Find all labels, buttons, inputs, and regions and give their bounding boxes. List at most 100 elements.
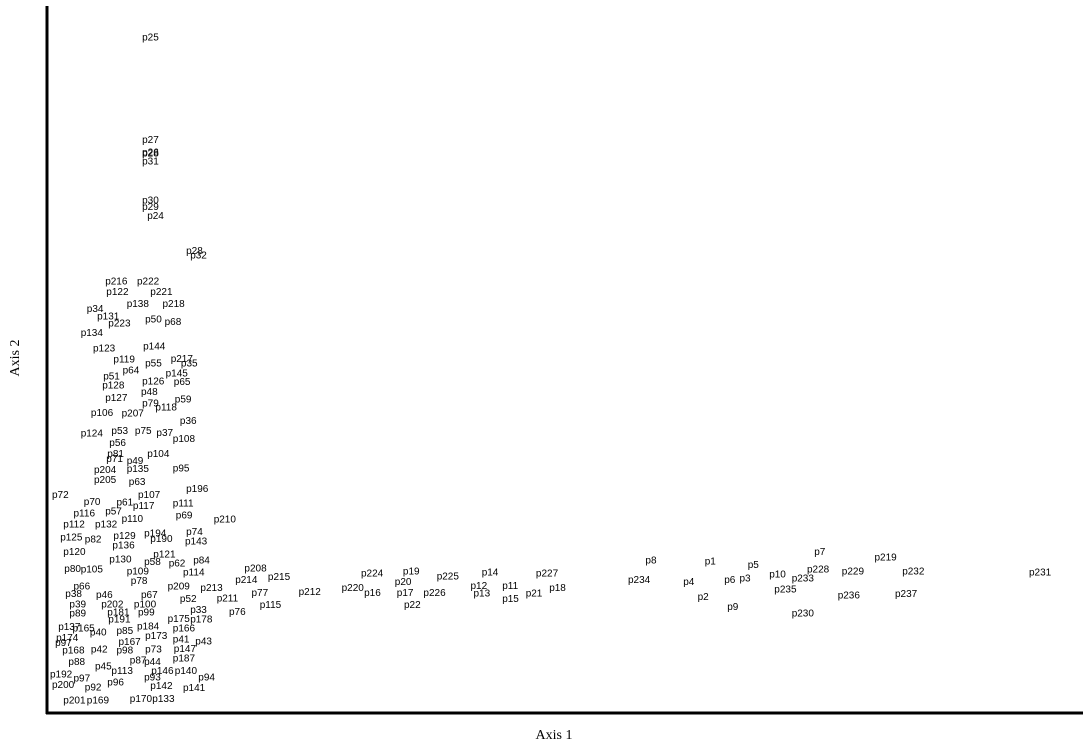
point-label: p234 [628, 575, 651, 586]
point-label: p168 [62, 645, 85, 656]
point-label: p44 [144, 657, 161, 668]
point-label: p98 [117, 645, 134, 656]
point-label: p128 [102, 381, 125, 392]
point-label: p40 [90, 628, 107, 639]
point-label: p145 [166, 368, 189, 379]
point-label: p227 [536, 569, 559, 580]
point-label: p184 [137, 621, 160, 632]
point-label: p233 [792, 574, 815, 585]
point-label: p49 [127, 456, 144, 467]
point-label: p10 [769, 569, 786, 580]
point-label: p135 [127, 464, 150, 475]
point-label: p207 [122, 409, 145, 420]
point-label: p223 [108, 318, 131, 329]
point-label: p72 [52, 490, 69, 501]
point-label: p9 [727, 602, 739, 613]
point-label: p7 [814, 547, 826, 558]
point-label: p1 [705, 556, 717, 567]
point-label: p140 [175, 666, 198, 677]
point-label: p116 [74, 509, 96, 520]
point-label: p28 [186, 246, 203, 257]
point-label: p52 [180, 594, 197, 605]
point-label: p50 [145, 314, 162, 325]
point-label: p6 [724, 575, 736, 586]
point-label: p194 [144, 528, 167, 539]
point-label: p73 [145, 645, 162, 656]
point-label: p219 [875, 552, 898, 563]
point-label: p129 [113, 531, 136, 542]
point-label: p228 [807, 565, 830, 576]
point-label: p70 [84, 497, 101, 508]
point-label: p48 [141, 387, 158, 398]
point-label: p104 [147, 449, 170, 460]
point-label: p170 [130, 694, 153, 705]
point-label: p213 [200, 583, 223, 594]
point-label: p81 [107, 449, 124, 460]
point-label: p218 [163, 299, 186, 310]
point-label: p109 [127, 567, 150, 578]
point-label: p18 [549, 583, 566, 594]
point-label: p181 [107, 608, 130, 619]
point-label: p106 [91, 408, 114, 419]
point-label: p209 [168, 582, 191, 593]
point-label: p33 [190, 605, 207, 616]
point-label: p205 [94, 475, 117, 486]
point-label: p222 [137, 277, 160, 288]
point-label: p28 [142, 149, 159, 160]
point-label: p77 [252, 588, 269, 599]
point-label: p66 [74, 582, 91, 593]
point-label: p43 [195, 636, 212, 647]
point-label: p208 [244, 563, 267, 574]
point-label: p124 [81, 429, 104, 440]
point-label: p56 [109, 438, 126, 449]
point-label: p130 [109, 554, 132, 565]
point-label: p134 [81, 328, 104, 339]
point-label: p36 [180, 416, 197, 427]
point-label: p146 [151, 666, 174, 677]
point-label: p237 [895, 589, 918, 600]
point-label: p132 [95, 520, 118, 531]
point-label: p175 [168, 614, 191, 625]
point-label: p141 [183, 683, 206, 694]
point-label: p99 [138, 608, 155, 619]
point-label: p204 [94, 465, 117, 476]
point-label: p137 [58, 622, 81, 633]
point-label: p214 [235, 575, 258, 586]
point-label: p75 [135, 426, 152, 437]
point-label: p173 [145, 631, 168, 642]
point-label: p196 [186, 484, 209, 495]
point-label: p215 [268, 572, 291, 583]
point-label: p21 [526, 589, 543, 600]
point-label: p80 [64, 564, 81, 575]
point-label: p144 [143, 342, 166, 353]
point-label: p34 [87, 304, 104, 315]
point-label: p200 [52, 680, 75, 691]
point-label: p138 [127, 299, 150, 310]
point-label: p120 [63, 547, 86, 558]
point-label: p235 [774, 585, 797, 596]
point-label: p114 [183, 567, 205, 578]
point-label: p174 [56, 633, 79, 644]
point-label: p126 [142, 377, 165, 388]
point-label: p17 [397, 588, 414, 599]
point-label: p24 [147, 211, 164, 222]
point-label: p169 [87, 695, 110, 706]
point-label: p232 [902, 567, 925, 578]
point-label: p16 [364, 588, 381, 599]
point-label: p78 [131, 576, 148, 587]
point-label: p27 [142, 135, 159, 146]
point-label: p57 [105, 507, 122, 518]
point-label: p118 [155, 403, 177, 414]
point-label: p187 [173, 654, 196, 665]
point-label: p61 [117, 498, 134, 509]
point-label: p71 [106, 454, 123, 465]
point-label: p26 [142, 147, 159, 158]
point-label: p131 [97, 312, 120, 323]
point-label: p39 [69, 600, 86, 611]
point-label: p108 [173, 434, 196, 445]
point-label: p3 [740, 574, 752, 585]
point-label: p119 [113, 355, 135, 366]
point-label: p229 [842, 567, 865, 578]
point-label: p212 [299, 587, 322, 598]
